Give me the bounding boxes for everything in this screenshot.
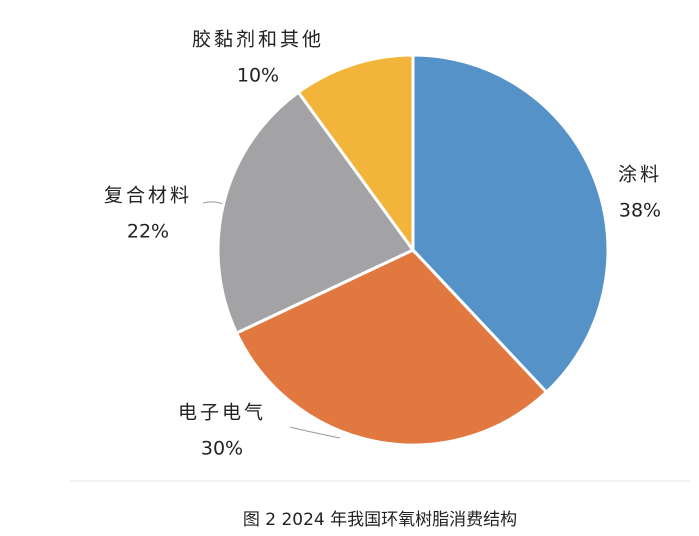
value-label: 22% (127, 221, 169, 243)
pie-slice (234, 248, 549, 447)
pie-slice (411, 53, 610, 395)
value-label: 30% (201, 438, 243, 460)
pie-slice (216, 90, 416, 336)
leader-line (289, 426, 341, 439)
leader-line (202, 201, 226, 206)
slice-label: 涂料 (618, 164, 662, 186)
slice-label: 复合材料 (104, 185, 192, 207)
value-label: 38% (619, 200, 661, 222)
chart-title: 图 2 2024 年我国环氧树脂消费结构 (243, 510, 517, 530)
pie-slice (296, 53, 415, 255)
value-label: 10% (237, 65, 279, 87)
slice-label: 胶黏剂和其他 (192, 29, 324, 51)
slice-label: 电子电气 (178, 402, 266, 424)
